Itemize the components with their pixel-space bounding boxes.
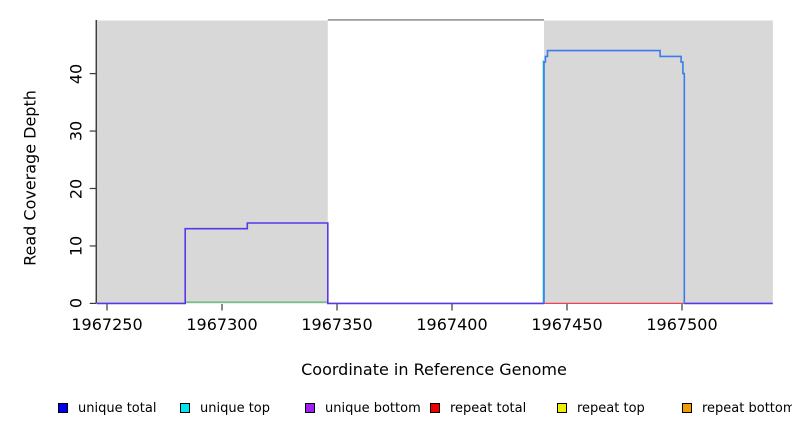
x-tick-label: 1967500 [646, 315, 718, 334]
legend-label: unique total [78, 401, 157, 416]
unique-total-line [543, 49, 686, 304]
legend-label: unique bottom [325, 401, 421, 416]
legend-label: repeat bottom [702, 401, 792, 416]
legend-swatch-icon [557, 403, 567, 413]
legend-label: repeat total [450, 401, 527, 416]
legend-label: unique top [200, 401, 271, 416]
shaded-region-left [96, 20, 328, 304]
shaded-region-right [544, 20, 773, 304]
legend-swatch-icon [305, 403, 315, 413]
y-tick-label: 0 [66, 298, 86, 309]
y-tick-label: 10 [66, 235, 86, 257]
x-tick-label: 1967450 [531, 315, 603, 334]
x-tick-label: 1967350 [301, 315, 373, 334]
x-tick-label: 1967300 [186, 315, 258, 334]
legend-swatch-icon [58, 403, 68, 413]
x-axis-title: Coordinate in Reference Genome [301, 360, 567, 379]
y-axis-title: Read Coverage Depth [20, 90, 40, 266]
legend-swatch-icon [430, 403, 440, 413]
y-tick-label: 20 [66, 178, 86, 199]
y-tick-label: 40 [66, 63, 86, 84]
unique-bottom-line [96, 222, 544, 305]
legend-label: repeat top [577, 401, 645, 416]
legend-swatch-icon [180, 403, 190, 413]
y-tick-label: 30 [66, 120, 86, 142]
x-tick-label: 1967250 [71, 315, 143, 334]
legend-swatch-icon [682, 403, 692, 413]
x-tick-label: 1967400 [416, 315, 488, 334]
